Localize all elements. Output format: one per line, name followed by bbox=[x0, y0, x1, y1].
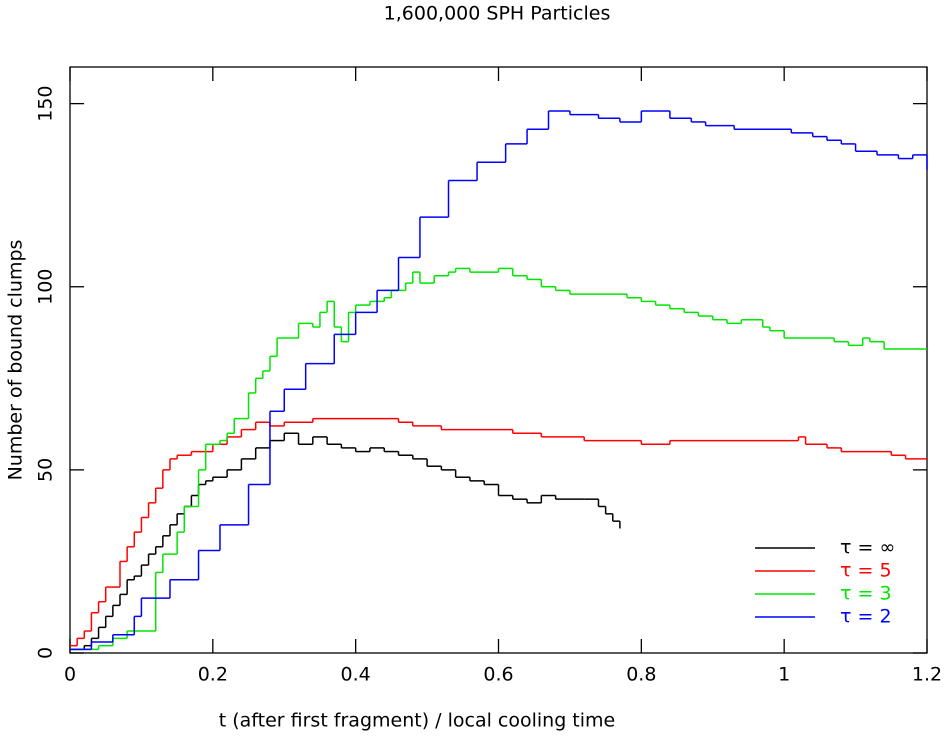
legend-label: τ = ∞ bbox=[840, 537, 895, 559]
y-tick-label: 150 bbox=[35, 85, 57, 121]
x-tick-label: 0.2 bbox=[198, 664, 228, 686]
x-tick-label: 1.2 bbox=[912, 664, 942, 686]
x-tick-label: 0.4 bbox=[341, 664, 371, 686]
x-tick-label: 0.6 bbox=[483, 664, 513, 686]
y-axis-label: Number of bound clumps bbox=[5, 240, 27, 481]
y-tick-label: 50 bbox=[35, 458, 57, 482]
x-axis-label: t (after first fragment) / local cooling… bbox=[219, 710, 615, 732]
x-tick-label: 1 bbox=[778, 664, 790, 686]
legend-label: τ = 2 bbox=[840, 606, 892, 628]
x-tick-label: 0 bbox=[64, 664, 76, 686]
y-tick-label: 0 bbox=[35, 647, 57, 659]
legend-label: τ = 3 bbox=[840, 583, 892, 605]
x-tick-label: 0.8 bbox=[626, 664, 656, 686]
legend-label: τ = 5 bbox=[840, 560, 892, 582]
chart-title: 1,600,000 SPH Particles bbox=[384, 3, 611, 25]
y-tick-label: 100 bbox=[35, 269, 57, 305]
